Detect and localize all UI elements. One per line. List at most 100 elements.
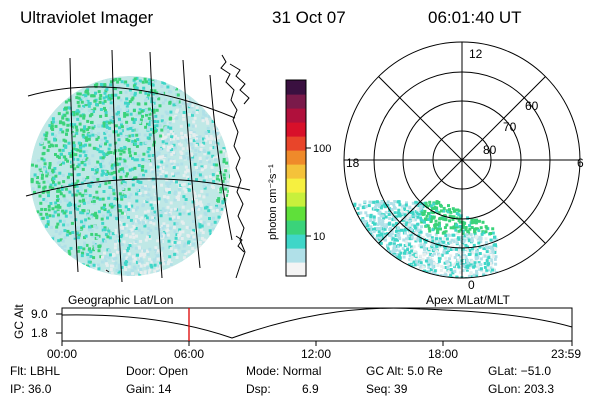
aurora-pixel bbox=[108, 94, 112, 98]
aurora-pixel bbox=[194, 153, 198, 157]
aurora-pixel bbox=[176, 103, 180, 107]
aurora-pixel bbox=[199, 160, 203, 164]
aurora-pixel bbox=[111, 232, 115, 236]
aurora-pixel bbox=[119, 175, 123, 179]
aurora-pixel bbox=[353, 202, 357, 206]
aurora-pixel bbox=[134, 246, 138, 250]
aurora-pixel bbox=[48, 166, 51, 170]
aurora-pixel bbox=[80, 107, 84, 110]
aurora-pixel bbox=[159, 254, 163, 258]
aurora-pixel bbox=[156, 239, 160, 243]
aurora-pixel bbox=[416, 208, 420, 212]
aurora-pixel bbox=[99, 144, 102, 148]
polar-lat-70: 70 bbox=[503, 120, 517, 134]
aurora-pixel bbox=[121, 180, 125, 184]
aurora-pixel bbox=[84, 94, 88, 98]
aurora-pixel bbox=[40, 141, 44, 145]
aurora-pixel bbox=[391, 223, 395, 227]
aurora-pixel bbox=[427, 226, 431, 230]
aurora-pixel bbox=[100, 138, 104, 142]
aurora-pixel bbox=[131, 128, 135, 132]
aurora-pixel bbox=[493, 257, 497, 261]
aurora-pixel bbox=[165, 182, 169, 185]
aurora-pixel bbox=[76, 117, 80, 121]
aurora-pixel bbox=[68, 152, 72, 155]
aurora-pixel bbox=[132, 225, 136, 229]
aurora-pixel bbox=[136, 260, 139, 264]
aurora-pixel bbox=[432, 215, 436, 219]
aurora-pixel bbox=[477, 219, 481, 223]
aurora-pixel bbox=[86, 99, 90, 103]
aurora-pixel bbox=[79, 211, 83, 215]
aurora-pixel bbox=[61, 173, 65, 177]
aurora-pixel bbox=[427, 251, 431, 255]
aurora-pixel bbox=[188, 180, 192, 184]
aurora-pixel bbox=[84, 189, 88, 193]
aurora-pixel bbox=[58, 219, 62, 223]
aurora-pixel bbox=[152, 109, 156, 112]
aurora-pixel bbox=[81, 251, 84, 255]
color-bar-segment bbox=[286, 108, 306, 123]
aurora-pixel bbox=[69, 215, 73, 219]
aurora-pixel bbox=[119, 209, 123, 213]
aurora-pixel bbox=[113, 182, 117, 186]
aurora-pixel bbox=[123, 254, 127, 258]
color-bar-segment bbox=[286, 178, 306, 193]
aurora-pixel bbox=[214, 146, 218, 149]
polar-mlt-12: 12 bbox=[469, 47, 483, 61]
aurora-pixel bbox=[452, 247, 456, 251]
aurora-pixel bbox=[468, 252, 472, 256]
aurora-pixel bbox=[107, 147, 111, 151]
aurora-pixel bbox=[182, 211, 186, 215]
aurora-pixel bbox=[487, 256, 491, 260]
aurora-pixel bbox=[211, 154, 215, 158]
aurora-pixel bbox=[99, 108, 103, 111]
aurora-pixel bbox=[102, 206, 106, 210]
aurora-pixel bbox=[464, 228, 468, 232]
aurora-pixel bbox=[407, 223, 411, 227]
aurora-pixel bbox=[56, 194, 60, 198]
aurora-pixel bbox=[159, 266, 162, 270]
aurora-pixel bbox=[53, 138, 57, 142]
aurora-pixel bbox=[470, 221, 474, 225]
aurora-pixel bbox=[403, 244, 407, 247]
aurora-pixel bbox=[132, 255, 135, 259]
aurora-pixel bbox=[75, 112, 79, 116]
aurora-pixel bbox=[45, 174, 49, 178]
aurora-pixel bbox=[101, 255, 104, 259]
aurora-pixel bbox=[147, 123, 151, 127]
aurora-pixel bbox=[146, 127, 150, 131]
aurora-pixel bbox=[205, 134, 209, 138]
aurora-pixel bbox=[105, 95, 109, 99]
aurora-pixel bbox=[484, 241, 488, 245]
aurora-pixel bbox=[389, 227, 392, 230]
aurora-pixel bbox=[164, 135, 168, 139]
aurora-pixel bbox=[125, 256, 129, 260]
aurora-pixel bbox=[105, 125, 109, 129]
aurora-pixel bbox=[459, 216, 463, 219]
aurora-pixel bbox=[453, 270, 457, 273]
aurora-pixel bbox=[392, 203, 396, 207]
aurora-pixel bbox=[160, 257, 164, 260]
aurora-pixel bbox=[82, 177, 86, 181]
aurora-pixel bbox=[161, 101, 165, 105]
aurora-pixel bbox=[198, 135, 202, 139]
aurora-pixel bbox=[162, 222, 166, 226]
aurora-pixel bbox=[85, 243, 89, 247]
aurora-pixel bbox=[48, 162, 52, 165]
aurora-pixel bbox=[218, 178, 222, 182]
aurora-pixel bbox=[138, 113, 142, 117]
aurora-pixel bbox=[161, 170, 165, 173]
aurora-pixel bbox=[113, 176, 117, 180]
aurora-pixel bbox=[120, 125, 124, 129]
aurora-pixel bbox=[435, 206, 439, 210]
aurora-pixel bbox=[207, 115, 211, 119]
aurora-pixel bbox=[474, 257, 478, 261]
aurora-pixel bbox=[109, 118, 113, 122]
aurora-pixel bbox=[170, 98, 174, 102]
aurora-pixel bbox=[393, 206, 397, 210]
aurora-pixel bbox=[132, 230, 135, 234]
aurora-pixel bbox=[76, 148, 80, 152]
aurora-pixel bbox=[475, 273, 479, 277]
aurora-pixel bbox=[96, 178, 100, 181]
